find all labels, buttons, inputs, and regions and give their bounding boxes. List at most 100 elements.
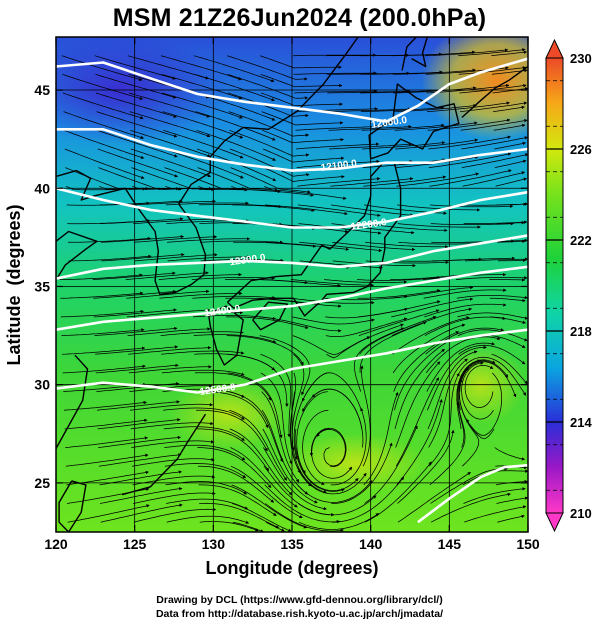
streamline bbox=[95, 345, 179, 355]
streamline bbox=[462, 171, 526, 187]
streamline bbox=[296, 142, 380, 150]
streamline bbox=[167, 255, 251, 262]
streamline bbox=[259, 55, 342, 69]
colorbar-min-arrow bbox=[545, 512, 564, 533]
streamline bbox=[496, 496, 528, 504]
streamline bbox=[494, 159, 527, 168]
streamline bbox=[62, 73, 144, 100]
streamline bbox=[133, 235, 218, 243]
streamline bbox=[459, 83, 527, 94]
streamline bbox=[265, 503, 344, 532]
coast-china-east bbox=[56, 230, 98, 282]
wind-temperature-map: 12000.0 12100.0 12200.0 12300.0 12400.0 12500… bbox=[4, 36, 592, 578]
colorbar-tick-label: 226 bbox=[570, 142, 592, 157]
streamline bbox=[64, 148, 145, 179]
streamline bbox=[330, 407, 367, 486]
streamline bbox=[98, 167, 180, 191]
streamline bbox=[358, 300, 441, 318]
streamline bbox=[457, 329, 528, 342]
streamline bbox=[194, 372, 272, 401]
streamline bbox=[425, 48, 509, 57]
streamline bbox=[332, 241, 416, 252]
contour-line bbox=[56, 328, 528, 394]
coast-kyushu bbox=[207, 305, 244, 366]
streamline bbox=[261, 111, 344, 126]
streamline bbox=[200, 258, 284, 263]
streamline bbox=[364, 425, 418, 504]
streamline bbox=[133, 217, 217, 224]
colorbar-max-arrow bbox=[545, 38, 564, 59]
streamline bbox=[229, 428, 293, 496]
streamline bbox=[463, 505, 527, 523]
contour-line bbox=[56, 128, 528, 172]
streamline bbox=[297, 480, 373, 503]
streamline bbox=[493, 105, 526, 112]
streamline bbox=[131, 167, 213, 191]
streamline bbox=[229, 148, 310, 177]
streamline bbox=[395, 361, 441, 448]
colorbar-body bbox=[545, 57, 564, 514]
streamline bbox=[395, 138, 479, 150]
streamline bbox=[294, 89, 378, 94]
streamline bbox=[427, 345, 487, 411]
streamline bbox=[61, 328, 145, 336]
streamline bbox=[458, 66, 527, 75]
streamline bbox=[457, 312, 528, 320]
streamline bbox=[259, 335, 311, 396]
streamline bbox=[494, 447, 526, 461]
streamline bbox=[430, 492, 511, 523]
streamline bbox=[98, 453, 182, 467]
streamline bbox=[330, 204, 414, 217]
y-tick-label: 30 bbox=[34, 377, 50, 393]
credits: Drawing by DCL (https://www.gfd-dennou.o… bbox=[0, 593, 599, 621]
streamline bbox=[99, 470, 183, 486]
streamline bbox=[309, 427, 347, 468]
streamline bbox=[263, 167, 345, 182]
streamline bbox=[365, 241, 449, 249]
streamline bbox=[425, 336, 501, 374]
streamline bbox=[62, 364, 146, 374]
streamline bbox=[292, 335, 371, 355]
streamline bbox=[260, 353, 292, 438]
streamline bbox=[192, 295, 276, 300]
wind-streamlines bbox=[59, 48, 528, 532]
streamline bbox=[230, 465, 303, 519]
streamline bbox=[392, 50, 476, 57]
streamline bbox=[460, 119, 528, 131]
colorbar: 210 214 218 222 226 230 bbox=[545, 38, 592, 533]
streamline bbox=[64, 129, 145, 159]
streamline bbox=[198, 484, 277, 516]
streamline bbox=[302, 388, 363, 429]
streamline bbox=[93, 308, 177, 318]
streamline bbox=[97, 148, 179, 178]
streamline bbox=[231, 204, 315, 212]
streamline bbox=[456, 295, 528, 300]
streamline bbox=[393, 331, 460, 392]
streamline bbox=[233, 241, 317, 248]
streamline bbox=[394, 339, 452, 411]
contour-label: 12300.0 bbox=[229, 252, 267, 268]
streamline bbox=[158, 272, 242, 280]
streamline bbox=[428, 135, 511, 150]
streamline bbox=[464, 365, 494, 408]
streamline bbox=[129, 403, 214, 411]
streamline bbox=[164, 463, 247, 479]
streamline bbox=[262, 148, 345, 163]
streamline bbox=[456, 276, 528, 280]
streamline bbox=[426, 83, 510, 94]
streamline bbox=[463, 220, 528, 224]
streamline bbox=[331, 223, 415, 235]
y-tick-label: 25 bbox=[34, 475, 50, 491]
streamline bbox=[428, 152, 512, 168]
streamline bbox=[297, 204, 381, 217]
streamline bbox=[392, 68, 476, 75]
streamline bbox=[460, 101, 528, 112]
streamline bbox=[431, 256, 516, 262]
x-axis-ticks: 120 125 130 135 140 145 150 bbox=[44, 37, 540, 552]
streamline bbox=[63, 111, 145, 139]
streamline bbox=[497, 239, 526, 244]
colorbar-tick-label: 222 bbox=[570, 233, 592, 248]
streamline bbox=[293, 372, 328, 460]
colorbar-tick-label: 210 bbox=[570, 506, 592, 521]
streamline bbox=[165, 201, 249, 206]
